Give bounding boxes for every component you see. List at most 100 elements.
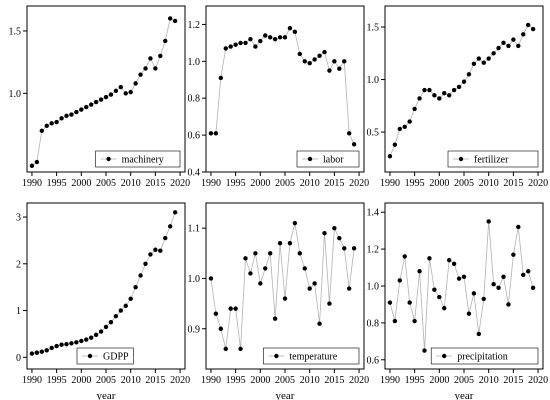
- data-point: [84, 337, 89, 342]
- legend: temperature: [263, 347, 360, 365]
- x-tick-label: 1995: [47, 375, 67, 386]
- data-point: [466, 311, 472, 316]
- chart-panel-2: 1990 1995 2000 2005 2010 2015 2020 0.5 1.0 1.5 fer…: [367, 5, 548, 189]
- data-point: [392, 142, 398, 147]
- data-point: [351, 246, 357, 251]
- y-tick-label: 1.0: [367, 282, 380, 293]
- series-line: [31, 212, 176, 354]
- data-point: [451, 261, 457, 267]
- data-point: [153, 247, 158, 252]
- data-point: [397, 126, 403, 132]
- series-line: [31, 17, 176, 167]
- data-point: [69, 112, 74, 117]
- data-point: [501, 40, 506, 45]
- data-point: [307, 60, 312, 66]
- x-tick-label: 1990: [22, 178, 42, 189]
- data-point: [307, 286, 312, 291]
- data-point: [511, 37, 516, 42]
- data-point: [133, 284, 138, 290]
- data-point: [167, 224, 173, 229]
- data-point: [238, 346, 243, 352]
- data-point: [64, 342, 69, 347]
- data-point: [44, 348, 49, 353]
- plot-frame: [26, 202, 186, 370]
- x-tick-label: 2005: [275, 178, 295, 189]
- legend-label: machinery: [122, 155, 164, 166]
- data-point: [153, 66, 158, 71]
- data-point: [172, 18, 178, 24]
- plot-frame: [205, 5, 365, 173]
- plot-frame: [384, 5, 544, 173]
- data-point: [491, 281, 496, 287]
- data-point: [243, 40, 248, 46]
- data-point: [172, 210, 178, 215]
- data-point: [167, 16, 173, 21]
- plot-frame: [26, 5, 186, 173]
- data-point: [437, 96, 442, 101]
- data-point: [342, 246, 347, 251]
- data-point: [148, 56, 153, 61]
- data-point: [272, 316, 278, 321]
- data-point: [407, 119, 412, 124]
- data-point: [530, 26, 536, 32]
- data-point: [74, 109, 79, 115]
- data-point: [511, 252, 516, 257]
- legend-box: [95, 150, 181, 168]
- x-tick-label: 2015: [145, 178, 165, 189]
- data-point: [506, 302, 511, 307]
- y-tick-label: 1.0: [188, 57, 201, 68]
- data-point: [228, 44, 233, 49]
- data-point: [272, 37, 278, 42]
- data-point: [267, 251, 273, 256]
- data-point: [446, 93, 452, 98]
- legend: precipitation: [430, 347, 539, 365]
- data-point: [253, 44, 258, 49]
- data-point: [292, 220, 298, 226]
- data-point: [486, 219, 491, 224]
- legend-box: [263, 347, 360, 365]
- data-point: [530, 285, 536, 291]
- data-point: [208, 276, 214, 281]
- data-point: [342, 59, 347, 64]
- y-tick-label: 1.5: [367, 23, 380, 34]
- chart-panel-0: 1990 1995 2000 2005 2010 2015 2020 1.0 1.5 machin…: [9, 5, 190, 189]
- legend-box: [76, 347, 134, 365]
- x-tick-label: 1990: [380, 375, 400, 386]
- x-tick-label: 2020: [528, 178, 548, 189]
- x-tick-label: 2015: [503, 178, 523, 189]
- data-point: [213, 311, 219, 316]
- data-point: [402, 254, 407, 259]
- x-tick-label: 2005: [454, 375, 474, 386]
- data-point: [332, 225, 337, 231]
- data-point: [412, 318, 417, 324]
- legend-label: GDPP: [103, 352, 129, 363]
- y-tick-label: 1.1: [188, 224, 201, 235]
- data-point: [432, 93, 437, 98]
- x-tick-label: 2020: [170, 375, 190, 386]
- data-point: [218, 326, 224, 331]
- y-tick-label: 1.4: [367, 208, 380, 219]
- y-tick-label: 0.8: [188, 94, 201, 105]
- data-point: [79, 107, 84, 112]
- x-tick-label: 2010: [479, 178, 499, 189]
- data-point: [79, 338, 84, 344]
- data-point: [228, 306, 233, 311]
- chart-panel-4: 1990 1995 2000 2005 2010 2015 2020 0.9 1.0 1.1 tem…: [188, 202, 369, 400]
- x-tick-label: 2015: [145, 375, 165, 386]
- data-point: [88, 102, 94, 107]
- data-point: [427, 87, 432, 93]
- data-point: [302, 266, 307, 271]
- x-tick-label: 2010: [121, 375, 141, 386]
- data-point: [128, 296, 133, 302]
- data-point: [263, 33, 268, 38]
- x-tick-label: 2005: [454, 178, 474, 189]
- data-point: [74, 340, 79, 345]
- data-point: [461, 79, 467, 84]
- x-tick-label: 1995: [405, 178, 425, 189]
- data-point: [506, 43, 511, 49]
- data-point: [88, 335, 94, 340]
- data-point: [267, 35, 273, 40]
- data-point: [34, 350, 40, 355]
- data-point: [297, 51, 303, 57]
- data-point: [476, 331, 482, 337]
